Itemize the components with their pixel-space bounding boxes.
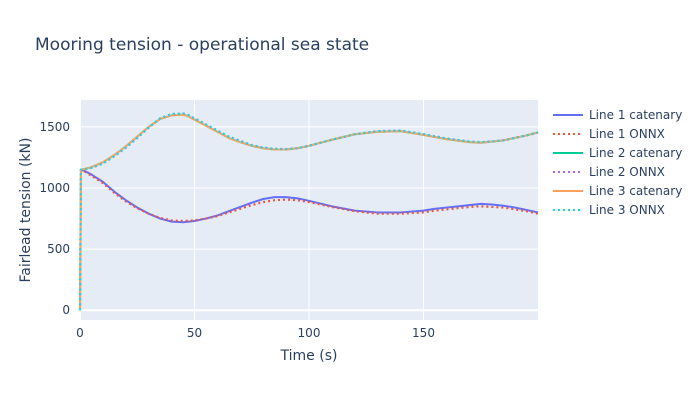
x-tick-label: 150: [412, 326, 435, 340]
legend-item[interactable]: Line 2 catenary: [553, 146, 682, 160]
y-tick-labels: 0 500 1000 1500: [39, 120, 70, 317]
legend-label: Line 3 ONNX: [589, 203, 665, 217]
x-tick-label: 0: [76, 326, 84, 340]
x-axis-label: Time (s): [280, 348, 338, 364]
y-axis-label: Fairlead tension (kN): [18, 138, 34, 283]
x-tick-label: 100: [298, 326, 321, 340]
legend-item[interactable]: Line 1 ONNX: [553, 127, 665, 141]
y-tick-label: 1000: [39, 181, 70, 195]
series-line-2: [79, 168, 539, 223]
legend-label: Line 3 catenary: [589, 184, 682, 198]
legend-item[interactable]: Line 3 catenary: [553, 184, 682, 198]
series-lines: [78, 112, 539, 311]
legend-label: Line 1 ONNX: [589, 127, 665, 141]
legend-label: Line 2 ONNX: [589, 165, 665, 179]
series-line-6: [78, 112, 539, 311]
legend-item[interactable]: Line 1 catenary: [553, 108, 682, 122]
legend-item[interactable]: Line 3 ONNX: [553, 203, 665, 217]
legend-item[interactable]: Line 2 ONNX: [553, 165, 665, 179]
legend-label: Line 1 catenary: [589, 108, 682, 122]
y-tick-label: 1500: [39, 120, 70, 134]
legend-label: Line 2 catenary: [589, 146, 682, 160]
legend[interactable]: Line 1 catenary Line 1 ONNX Line 2 catenar…: [553, 108, 682, 217]
gridlines: [79, 100, 538, 320]
y-tick-label: 500: [47, 242, 70, 256]
series-line-1: [79, 168, 539, 224]
x-tick-label: 50: [187, 326, 202, 340]
x-tick-labels: 0 50 100 150: [76, 326, 435, 340]
chart-title: Mooring tension - operational sea state: [35, 35, 369, 55]
y-tick-label: 0: [62, 303, 70, 317]
